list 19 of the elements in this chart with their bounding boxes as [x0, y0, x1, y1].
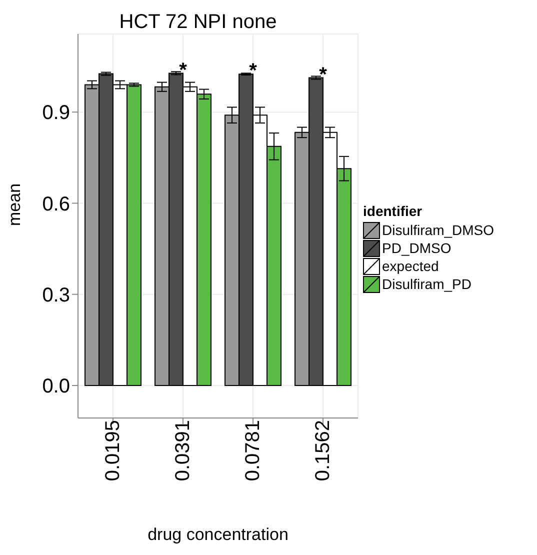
y-tick-label: 0.0: [42, 376, 70, 398]
x-tick-label: 0.0391: [172, 420, 194, 482]
y-axis-title: mean: [5, 183, 24, 226]
x-tick-label: 0.0195: [102, 420, 124, 482]
y-tick-label: 0.6: [42, 193, 70, 216]
annotation: *: [179, 59, 188, 82]
legend-label: PD_DMSO: [382, 240, 452, 256]
y-tick-label: 0.9: [42, 102, 70, 124]
legend-label: Disulfiram_PD: [382, 276, 472, 292]
legend-label: expected: [382, 258, 439, 274]
y-tick-label: 0.3: [42, 284, 70, 306]
x-axis-title: drug concentration: [148, 525, 288, 544]
annotation: *: [249, 60, 258, 82]
legend-title: identifier: [363, 203, 424, 219]
annotation: *: [319, 64, 328, 86]
x-tick-label: 0.1562: [312, 420, 334, 482]
x-tick-label: 0.0781: [242, 420, 264, 482]
chart-title: HCT 72 NPI none: [119, 11, 277, 33]
legend-label: Disulfiram_DMSO: [382, 222, 494, 238]
